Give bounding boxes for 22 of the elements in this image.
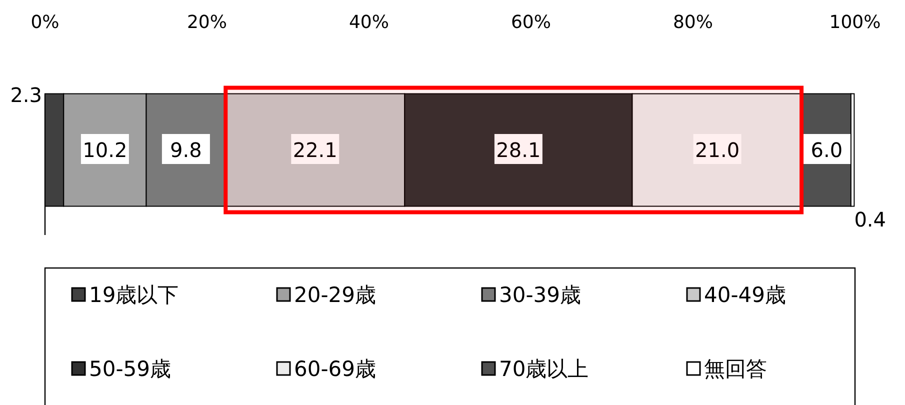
- x-tick-label: 100%: [829, 12, 881, 33]
- legend-label: 40-49歳: [704, 283, 786, 307]
- legend-label: 30-39歳: [499, 283, 582, 307]
- x-tick-label: 60%: [510, 12, 552, 33]
- data-label: 9.8: [170, 138, 202, 162]
- legend-label: 50-59歳: [89, 357, 172, 381]
- data-label: 0.4: [854, 207, 886, 232]
- legend-label: 無回答: [704, 357, 767, 381]
- data-label: 10.2: [82, 138, 128, 162]
- data-label: 21.0: [695, 138, 740, 162]
- legend-label: 20-29歳: [294, 283, 376, 307]
- legend-label: 60-69歳: [294, 357, 376, 381]
- x-tick-label: 80%: [672, 12, 714, 33]
- data-label: 6.0: [810, 138, 843, 162]
- x-tick-label: 0%: [30, 12, 60, 33]
- data-label: 2.3: [10, 82, 42, 107]
- legend-label: 19歳以下: [89, 283, 179, 307]
- data-label: 22.1: [292, 138, 338, 162]
- x-tick-label: 40%: [348, 12, 390, 33]
- x-tick-label: 20%: [186, 12, 228, 33]
- legend-label: 70歳以上: [499, 357, 589, 381]
- data-label: 28.1: [496, 138, 541, 162]
